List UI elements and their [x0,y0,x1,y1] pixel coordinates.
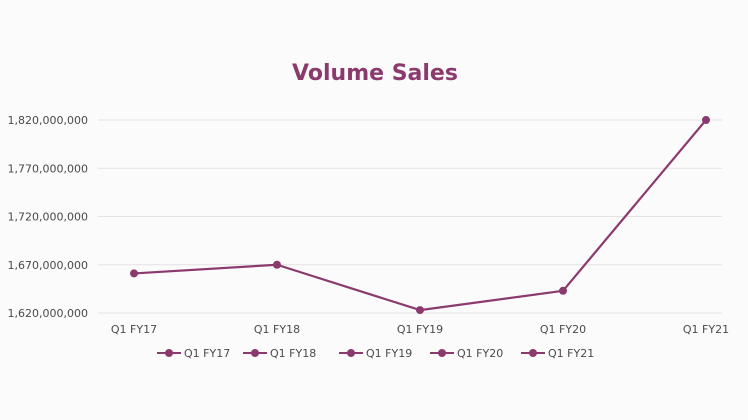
legend-label: Q1 FY21 [548,347,594,360]
x-tick-label: Q1 FY20 [540,323,586,336]
legend-item: Q1 FY18 [243,347,316,360]
y-tick-label: 1,770,000,000 [8,162,88,175]
chart-title: Volume Sales [292,61,458,86]
legend-swatch-marker [251,349,259,357]
x-tick-label: Q1 FY18 [254,323,300,336]
legend-swatch-marker [165,349,173,357]
x-tick-label: Q1 FY19 [397,323,443,336]
legend-swatch-marker [438,349,446,357]
legend-swatch-marker [347,349,355,357]
gridlines [98,119,722,314]
data-point [130,269,138,278]
x-tick-label: Q1 FY21 [683,323,729,336]
y-axis-ticks: 1,620,000,000 1,670,000,000 1,720,000,000 1… [8,114,88,320]
legend-label: Q1 FY20 [457,347,503,360]
data-point [559,286,567,295]
legend-item: Q1 FY19 [339,347,412,360]
legend-swatch-marker [529,349,537,357]
x-axis-ticks: Q1 FY17 Q1 FY18 Q1 FY19 Q1 FY20 Q1 FY21 [111,323,729,336]
data-point [273,260,281,269]
legend-item: Q1 FY17 [157,347,230,360]
y-tick-label: 1,820,000,000 [8,114,88,127]
data-point [702,116,710,124]
x-tick-label: Q1 FY17 [111,323,157,336]
y-tick-label: 1,620,000,000 [8,307,88,320]
legend-label: Q1 FY17 [184,347,230,360]
y-tick-label: 1,670,000,000 [8,259,88,272]
legend-item: Q1 FY21 [521,347,594,360]
y-tick-label: 1,720,000,000 [8,211,88,224]
legend-item: Q1 FY20 [430,347,503,360]
series-line [133,119,707,312]
legend: Q1 FY17 Q1 FY18 Q1 FY19 Q1 FY20 Q1 FY21 [157,347,594,360]
legend-label: Q1 FY19 [366,347,412,360]
data-point [416,306,424,315]
series-volume-sales [130,116,710,315]
legend-label: Q1 FY18 [270,347,316,360]
